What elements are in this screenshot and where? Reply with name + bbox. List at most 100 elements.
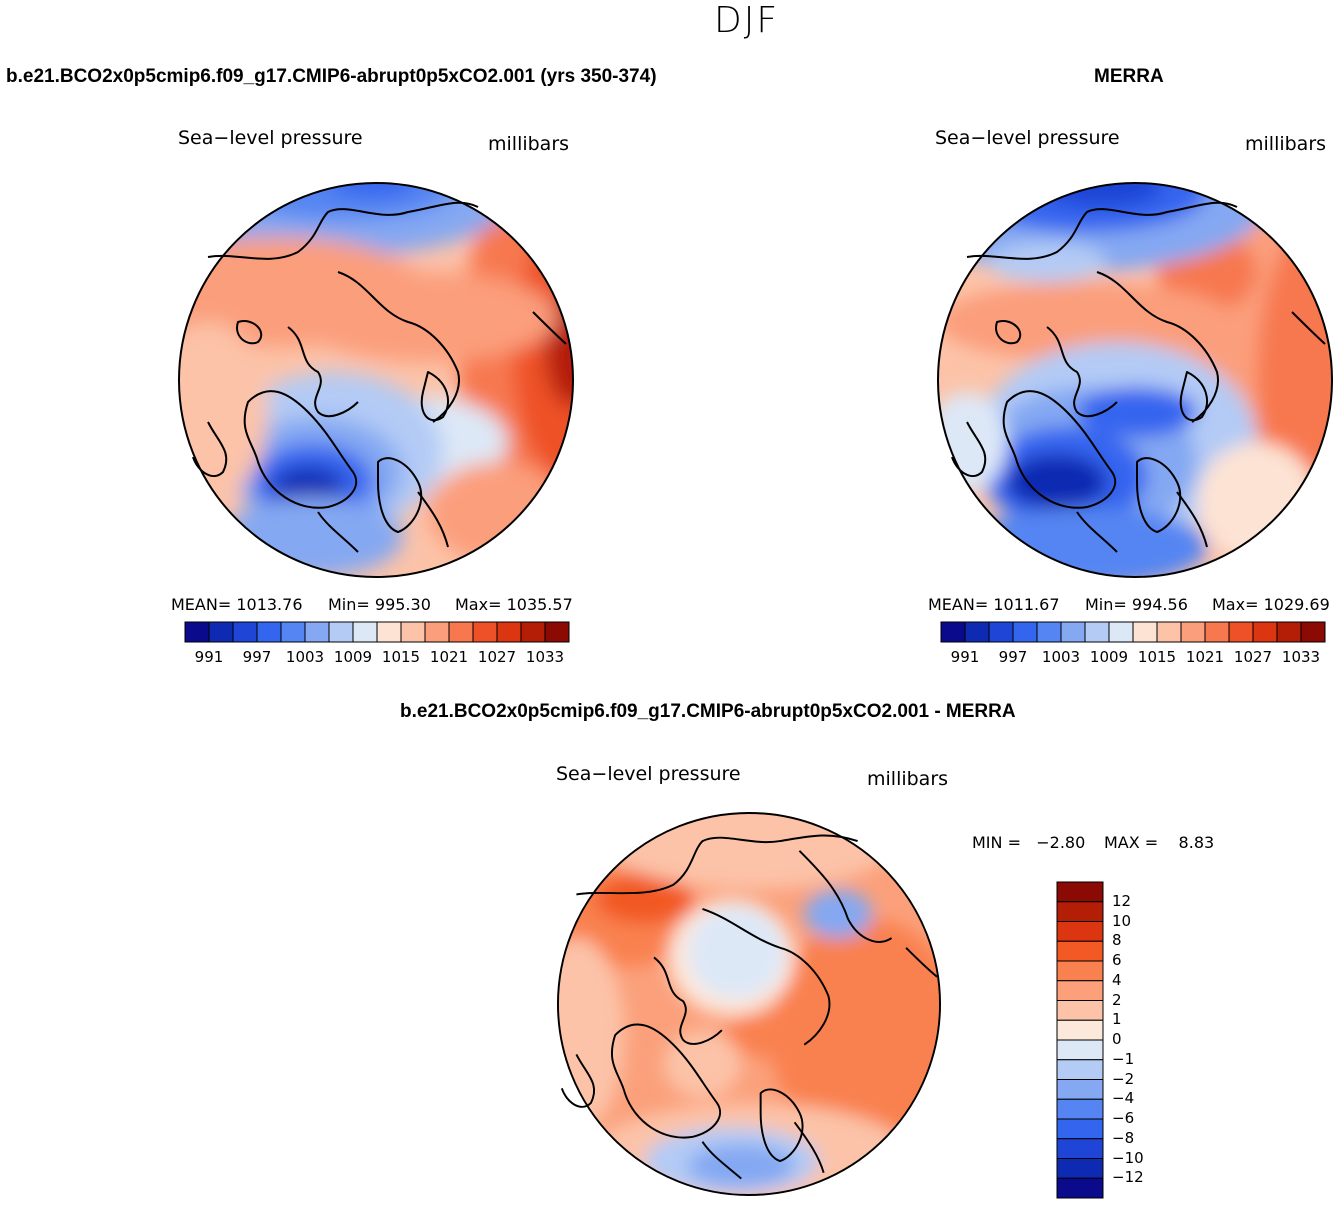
diff-colorbar-tick-label: −12 [1112, 1168, 1144, 1187]
diff-colorbar-swatch [1056, 901, 1104, 922]
model-colorbar-swatch [304, 621, 330, 643]
diff-colorbar-tick-label: −8 [1112, 1128, 1135, 1147]
obs-colorbar-tick-label: 1033 [1281, 648, 1321, 666]
diff-colorbar-swatch [1056, 960, 1104, 982]
obs-slp-map [937, 182, 1333, 578]
model-colorbar-tick-label: 1033 [525, 648, 565, 666]
model-colorbar-swatch [352, 621, 378, 643]
model-colorbar-tick-label: 1015 [381, 648, 421, 666]
model-colorbar-swatch [520, 621, 546, 643]
model-colorbar-tick-label: 1021 [429, 648, 469, 666]
model-colorbar-swatch [280, 621, 306, 643]
model-colorbar [184, 621, 570, 643]
diff-slp-map [557, 812, 941, 1196]
diff-colorbar-swatch [1056, 1059, 1104, 1080]
diff-colorbar-swatch [1056, 1079, 1104, 1100]
diff-colorbar-tick-label: −4 [1112, 1089, 1135, 1108]
obs-min-stat: Min= 994.56 [1085, 595, 1188, 614]
obs-colorbar-swatch [1012, 621, 1038, 643]
model-colorbar-swatch [184, 621, 210, 643]
model-max-stat: Max= 1035.57 [455, 595, 573, 614]
diff-colorbar-ticks: 12 10 8 6 4 2 1 0 −1 −2 −4 −6 −8 −10 −12 [1108, 882, 1168, 1198]
diff-colorbar-tick-label: −10 [1112, 1148, 1144, 1167]
obs-colorbar-swatch [1300, 621, 1326, 643]
model-colorbar-tick-label: 1027 [477, 648, 517, 666]
model-colorbar-tick-label: 991 [194, 648, 224, 666]
obs-colorbar-tick-label: 1009 [1089, 648, 1129, 666]
model-colorbar-tick-label: 997 [242, 648, 272, 666]
obs-colorbar-tick-label: 1003 [1041, 648, 1081, 666]
obs-colorbar-swatch [1036, 621, 1062, 643]
obs-colorbar-swatch [964, 621, 990, 643]
diff-colorbar-swatch [1056, 1138, 1104, 1159]
diff-colorbar-swatch [1056, 1019, 1104, 1041]
model-variable-label: Sea−level pressure [178, 127, 363, 149]
obs-colorbar-swatch [1156, 621, 1182, 643]
diff-colorbar-tick-label: 1 [1112, 1010, 1122, 1029]
obs-colorbar-swatch [988, 621, 1014, 643]
diff-max-stat: MAX = 8.83 [1104, 833, 1215, 852]
diff-colorbar-tick-label: 8 [1112, 931, 1122, 950]
diff-colorbar-swatch [1056, 1039, 1104, 1061]
obs-colorbar-swatch [1180, 621, 1206, 643]
diff-colorbar-swatch [1056, 1177, 1104, 1199]
model-colorbar-ticks: 991 997 1003 1009 1015 1021 1027 1033 [185, 648, 569, 668]
obs-colorbar-swatch [1084, 621, 1110, 643]
model-colorbar-tick-label: 1009 [333, 648, 373, 666]
diff-colorbar-swatch [1056, 1098, 1104, 1120]
diff-colorbar-tick-label: 4 [1112, 970, 1122, 989]
diff-colorbar-tick-label: −6 [1112, 1109, 1135, 1127]
diff-variable-label: Sea−level pressure [556, 763, 741, 785]
obs-max-stat: Max= 1029.69 [1212, 595, 1330, 614]
diff-min-stat: MIN = −2.80 [972, 833, 1086, 852]
diff-colorbar-swatch [1056, 921, 1104, 942]
obs-colorbar-tick-label: 1027 [1233, 648, 1273, 666]
model-colorbar-swatch [376, 621, 402, 643]
model-units-label: millibars [488, 133, 570, 155]
model-case-title: b.e21.BCO2x0p5cmip6.f09_g17.CMIP6-abrupt… [6, 66, 657, 87]
diff-colorbar-tick-label: 0 [1112, 1030, 1122, 1048]
diff-colorbar [1056, 881, 1104, 1199]
diff-units-label: millibars [867, 768, 949, 790]
model-colorbar-swatch [328, 621, 354, 643]
model-colorbar-swatch [448, 621, 474, 643]
obs-colorbar-swatch [1204, 621, 1230, 643]
model-colorbar-swatch [544, 621, 570, 643]
diff-colorbar-tick-label: −1 [1112, 1049, 1135, 1068]
diff-colorbar-tick-label: 2 [1112, 990, 1122, 1009]
obs-colorbar-swatch [1108, 621, 1134, 643]
obs-mean-stat: MEAN= 1011.67 [928, 595, 1060, 614]
diff-colorbar-swatch [1056, 980, 1104, 1001]
obs-colorbar-swatch [1228, 621, 1254, 643]
diff-colorbar-tick-label: −2 [1112, 1069, 1135, 1088]
obs-colorbar-swatch [1252, 621, 1278, 643]
obs-colorbar-swatch [1276, 621, 1302, 643]
model-colorbar-swatch [496, 621, 522, 643]
diff-colorbar-swatch [1056, 1118, 1104, 1140]
diff-case-title: b.e21.BCO2x0p5cmip6.f09_g17.CMIP6-abrupt… [400, 701, 1016, 722]
diff-colorbar-swatch [1056, 1158, 1104, 1179]
obs-units-label: millibars [1245, 133, 1327, 155]
obs-colorbar-swatch [1060, 621, 1086, 643]
diff-colorbar-swatch [1056, 881, 1104, 903]
model-mean-stat: MEAN= 1013.76 [171, 595, 303, 614]
obs-case-title: MERRA [1094, 66, 1164, 87]
obs-colorbar-swatch [940, 621, 966, 643]
figure-title: DJF [714, 0, 780, 41]
obs-colorbar [940, 621, 1326, 643]
diff-colorbar-swatch [1056, 940, 1104, 962]
model-colorbar-swatch [472, 621, 498, 643]
model-colorbar-swatch [424, 621, 450, 643]
obs-colorbar-tick-label: 997 [998, 648, 1028, 666]
model-colorbar-swatch [400, 621, 426, 643]
obs-variable-label: Sea−level pressure [935, 127, 1120, 149]
model-colorbar-swatch [232, 621, 258, 643]
obs-colorbar-tick-label: 991 [950, 648, 980, 666]
obs-colorbar-ticks: 991 997 1003 1009 1015 1021 1027 1033 [941, 648, 1325, 668]
model-colorbar-swatch [208, 621, 234, 643]
diff-colorbar-tick-label: 12 [1112, 891, 1132, 910]
model-min-stat: Min= 995.30 [328, 595, 431, 614]
model-colorbar-tick-label: 1003 [285, 648, 325, 666]
obs-colorbar-tick-label: 1021 [1185, 648, 1225, 666]
diff-colorbar-swatch [1056, 1000, 1104, 1021]
